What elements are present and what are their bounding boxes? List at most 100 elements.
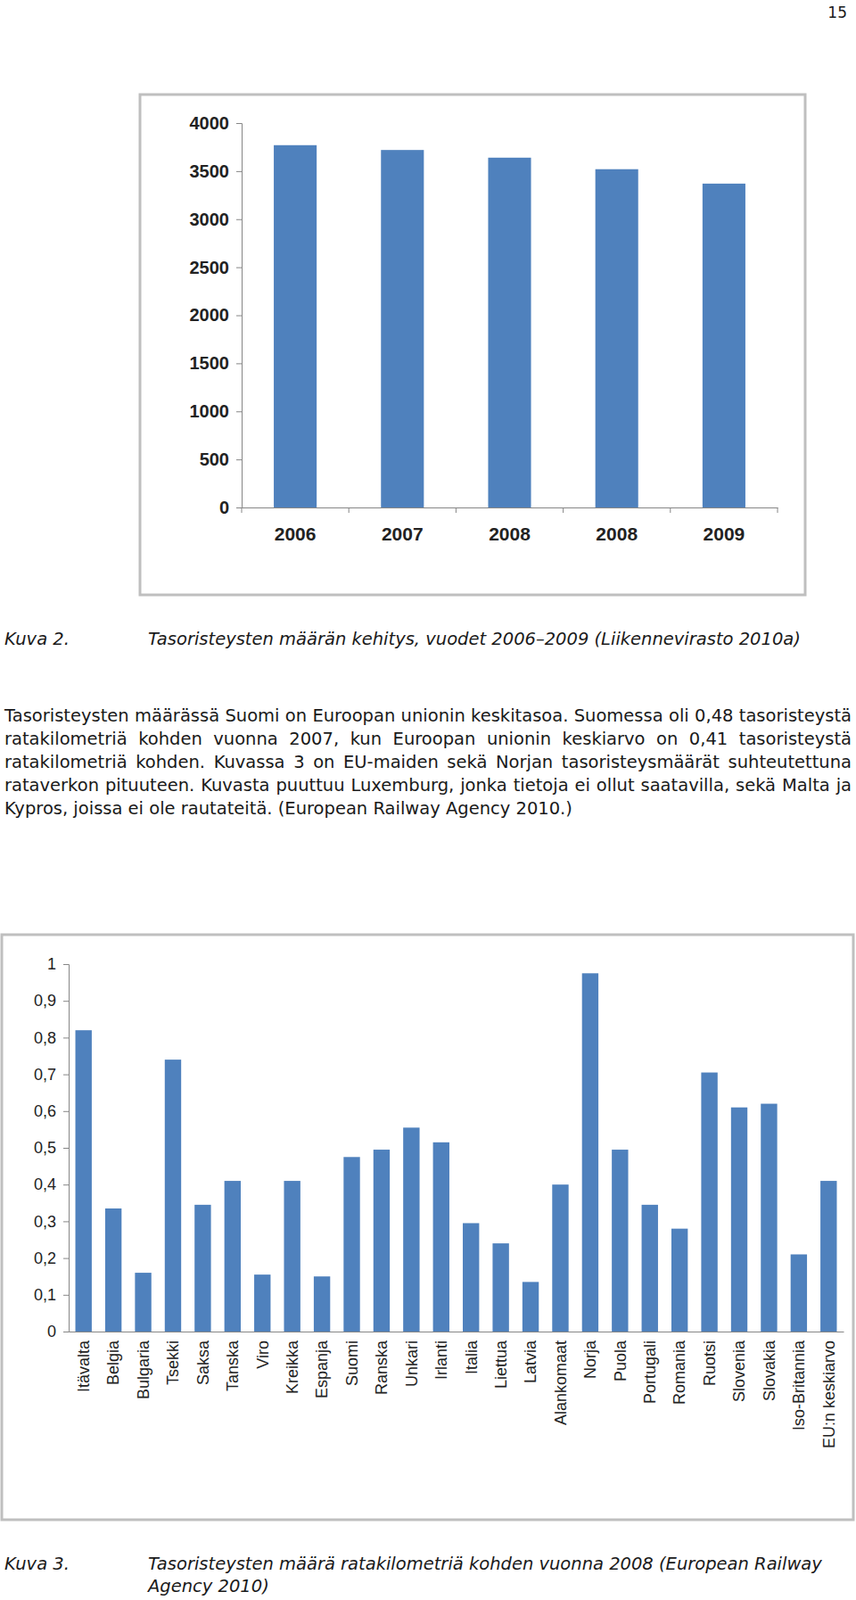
x-tick: Unkari (403, 1331, 421, 1387)
tick-label: 0,6 (33, 1102, 57, 1120)
y-tick: 0,3 (33, 1212, 69, 1231)
category-separator (777, 507, 779, 513)
tick-label: Liettua (492, 1339, 511, 1389)
bar (582, 972, 599, 1332)
tick-label: EU:n keskiarvo (820, 1340, 839, 1449)
y-tick: 500 (199, 449, 242, 470)
tick-label: 0,2 (33, 1249, 57, 1268)
y-tick: 1000 (189, 401, 243, 421)
bar (462, 1222, 479, 1332)
tick-label: Suomi (343, 1340, 362, 1386)
tick-label: Bulgaria (134, 1339, 153, 1400)
tick-label: Irlanti (432, 1340, 451, 1380)
y-tick: 4000 (189, 113, 243, 133)
tick-label: Tsekki (164, 1340, 182, 1385)
category-separator (669, 507, 671, 513)
caption-label: Kuva 3. (4, 1552, 70, 1575)
x-tick: Liettua (492, 1331, 511, 1389)
tick-label: Tanska (223, 1339, 242, 1391)
bar (373, 1149, 390, 1332)
tick-mark (236, 171, 242, 173)
tick-label: Slovakia (760, 1339, 779, 1401)
tick-mark (236, 315, 242, 317)
x-tick: Tanska (223, 1331, 242, 1391)
y-tick: 3500 (189, 161, 243, 182)
tick-label: 2009 (703, 523, 746, 544)
tick-mark (63, 1000, 69, 1002)
x-tick: 2007 (381, 507, 424, 544)
x-tick: 2009 (703, 507, 746, 544)
chart: 0500100015002000250030003500400020062007… (139, 94, 806, 595)
axis-line (236, 123, 243, 509)
y-tick: 0,7 (33, 1065, 69, 1084)
tick-label: 1000 (189, 401, 231, 421)
bar (642, 1204, 659, 1332)
y-tick: 0,2 (33, 1249, 69, 1268)
tick-mark (63, 1147, 69, 1149)
x-tick: Slovakia (760, 1331, 779, 1401)
x-axis: 20062007200820082009 (242, 507, 779, 544)
x-tick: Norja (581, 1331, 600, 1379)
category-separator (241, 507, 243, 513)
tick-label: 4000 (189, 113, 231, 133)
y-tick: 0 (219, 497, 242, 518)
bar (105, 1208, 122, 1332)
tick-label: 1 (47, 954, 57, 973)
tick-mark (236, 459, 242, 461)
tick-label: 0,3 (33, 1212, 57, 1231)
tick-label: Slovenia (730, 1339, 749, 1402)
bar (760, 1103, 777, 1332)
x-tick: Ruotsi (700, 1331, 719, 1386)
bar (343, 1156, 360, 1332)
tick-label: 3000 (189, 209, 231, 230)
bar (522, 1281, 539, 1332)
tick-label: 2500 (189, 257, 231, 278)
tick-label: 2000 (189, 304, 231, 325)
tick-label: 0,7 (33, 1065, 57, 1084)
x-tick: Romania (670, 1331, 689, 1405)
charts: 0500100015002000250030003500400020062007… (0, 0, 856, 1600)
tick-mark (63, 963, 69, 965)
tick-label: Ranska (372, 1339, 391, 1395)
tick-label: 2006 (274, 523, 317, 544)
caption-text: Tasoristeysten määrän kehitys, vuodet 20… (148, 627, 844, 651)
bar (254, 1274, 271, 1332)
x-tick: Kreikka (283, 1331, 302, 1394)
tick-label: Saksa (194, 1339, 213, 1385)
bar (273, 145, 317, 508)
y-axis: 00,10,20,30,40,50,60,70,80,91 (33, 954, 70, 1341)
x-axis: ItävaltaBelgiaBulgariaTsekkiSaksaTanskaV… (69, 1331, 845, 1449)
tick-label: 0 (47, 1322, 57, 1341)
y-tick: 2000 (189, 304, 243, 325)
tick-mark (63, 1294, 69, 1296)
x-tick: Saksa (194, 1331, 213, 1385)
x-tick: 2006 (274, 507, 317, 544)
bar (700, 1072, 717, 1332)
x-tick: Portugali (641, 1331, 659, 1404)
tick-label: 0,1 (33, 1285, 57, 1304)
y-tick: 1 (47, 954, 69, 973)
axis-line (242, 507, 779, 509)
bar (224, 1180, 241, 1332)
bar (164, 1059, 182, 1332)
tick-mark (63, 1258, 69, 1260)
caption-text: Tasoristeysten määrä ratakilometriä kohd… (148, 1552, 844, 1597)
category-separator (455, 507, 457, 513)
chart-frame (139, 94, 806, 595)
bar (595, 169, 639, 508)
tick-label: 0,4 (33, 1175, 57, 1194)
x-tick: Iso-Britannia (790, 1331, 808, 1431)
tick-mark (63, 1074, 69, 1076)
tick-mark (236, 507, 242, 509)
y-tick: 0 (47, 1322, 69, 1341)
x-tick: Slovenia (730, 1331, 749, 1402)
tick-label: Alankomaat (551, 1340, 570, 1425)
tick-label: 0,5 (33, 1138, 57, 1157)
tick-mark (63, 1220, 69, 1222)
tick-label: 2008 (488, 523, 531, 544)
tick-mark (236, 123, 242, 124)
bar (611, 1149, 628, 1332)
category-separator (562, 507, 564, 513)
y-tick: 0,1 (33, 1285, 69, 1304)
tick-label: Romania (670, 1339, 689, 1405)
